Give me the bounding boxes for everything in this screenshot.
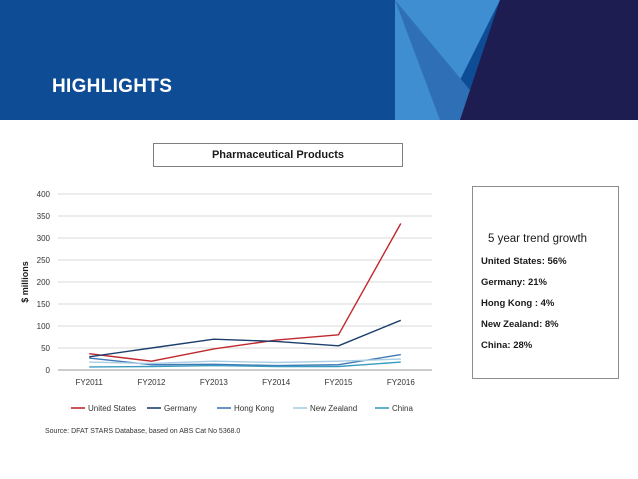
y-tick-label: 300: [37, 234, 51, 243]
trend-item-china: China: 28%: [481, 340, 533, 351]
banner-chevron-dark: [460, 0, 638, 120]
trend-item-germany: Germany: 21%: [481, 277, 548, 288]
legend-label-new-zealand: New Zealand: [310, 404, 357, 413]
y-tick-label: 400: [37, 190, 51, 199]
x-tick-label: FY2014: [262, 378, 291, 387]
grid-lines: [58, 193, 432, 371]
source-note: Source: DFAT STARS Database, based on AB…: [45, 428, 241, 435]
banner-stripe-light: [395, 0, 500, 120]
x-tick-label: FY2013: [200, 378, 229, 387]
x-tick-label: FY2015: [324, 378, 353, 387]
legend-label-hong-kong: Hong Kong: [234, 404, 274, 413]
legend-label-germany: Germany: [164, 404, 197, 413]
x-axis-ticks: FY2011 FY2012 FY2013 FY2014 FY2015 FY2016: [75, 378, 415, 387]
trend-item-new-zealand: New Zealand: 8%: [481, 319, 559, 330]
y-tick-label: 150: [37, 300, 51, 309]
trend-growth-panel: 5 year trend growth United States: 56% G…: [472, 186, 619, 379]
trend-item-hong-kong: Hong Kong : 4%: [481, 298, 555, 309]
y-tick-label: 350: [37, 212, 51, 221]
header-banner: [0, 0, 638, 120]
page-title: HIGHLIGHTS: [52, 76, 173, 97]
y-tick-label: 100: [37, 322, 51, 331]
x-tick-label: FY2011: [75, 378, 103, 387]
legend: United States Germany Hong Kong New Zealand…: [71, 404, 413, 413]
series-line-china: [89, 361, 401, 368]
y-tick-label: 250: [37, 256, 51, 265]
y-axis-label: $ millions: [20, 261, 30, 303]
series-line-new-zealand: [89, 358, 401, 365]
series-lines: [89, 223, 402, 368]
y-tick-label: 50: [41, 344, 50, 353]
series-line-germany: [89, 319, 402, 358]
legend-label-china: China: [392, 404, 413, 413]
y-tick-label: 200: [37, 278, 51, 287]
trend-title: 5 year trend growth: [488, 233, 588, 245]
x-tick-label: FY2016: [387, 378, 416, 387]
chart-title: Pharmaceutical Products: [153, 143, 403, 167]
x-tick-label: FY2012: [137, 378, 166, 387]
y-tick-label: 0: [46, 366, 51, 375]
legend-label-united-states: United States: [88, 404, 136, 413]
trend-item-united-states: United States: 56%: [481, 256, 567, 267]
series-line-united-states: [89, 223, 402, 362]
y-axis-ticks: 0 50 100 150 200 250 300 350 400: [37, 190, 51, 375]
